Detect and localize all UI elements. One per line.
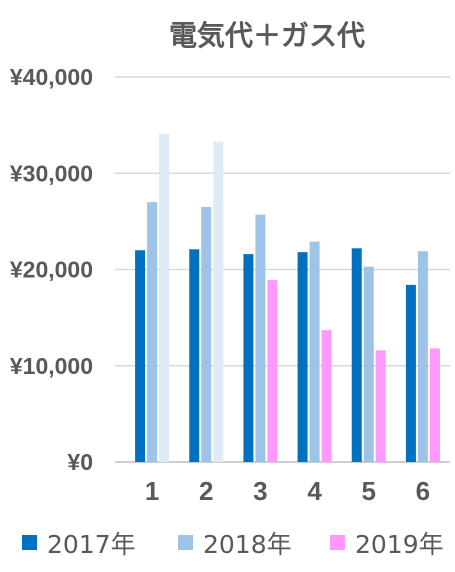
bar-1-1 [135,250,146,462]
legend-swatch [330,535,345,550]
y-tick-label: ¥30,000 [10,160,93,186]
bar-1-2 [189,249,200,462]
legend-label: 2017年 [47,530,136,559]
gridlines [115,76,450,463]
bar-2-1 [147,202,158,462]
legend-item: 2018年 [178,530,292,559]
bar-3-6 [429,348,440,462]
legend-label: 2019年 [355,530,444,559]
y-tick-label: ¥10,000 [10,353,93,379]
bar-2-4 [309,241,320,462]
bar-1-3 [243,254,254,462]
chart-title: 電気代＋ガス代 [169,19,365,52]
x-axis-tick-labels: 1 2 3 4 5 6 [145,476,430,506]
bar-2-6 [417,251,428,462]
x-tick-label: 6 [416,476,430,506]
x-tick-label: 3 [253,476,267,506]
bar-3-5 [375,350,386,462]
y-tick-label: ¥0 [67,449,93,475]
legend: 2017年 2018年 2019年 [22,530,444,559]
bar-3-1 [159,133,170,462]
legend-item: 2017年 [22,530,136,559]
y-tick-label: ¥40,000 [10,64,93,90]
x-tick-label: 1 [145,476,159,506]
bar-3-2 [213,141,224,463]
bar-2-3 [255,214,266,462]
bar-2-5 [363,266,374,462]
x-tick-label: 2 [199,476,213,506]
y-tick-label: ¥20,000 [10,257,93,283]
legend-item: 2019年 [330,530,444,559]
bar-3-4 [321,330,332,462]
bar-3-3 [267,280,278,462]
legend-swatch [178,535,193,550]
bar-1-5 [351,248,362,462]
x-tick-label: 5 [362,476,376,506]
legend-swatch [22,535,37,550]
legend-label: 2018年 [203,530,292,559]
bar-2-2 [201,206,212,462]
y-axis-tick-labels: ¥0 ¥10,000 ¥20,000 ¥30,000 ¥40,000 [10,64,93,475]
bars [135,133,440,463]
x-tick-label: 4 [307,476,322,506]
bar-1-6 [405,284,416,462]
bar-1-4 [297,252,308,462]
